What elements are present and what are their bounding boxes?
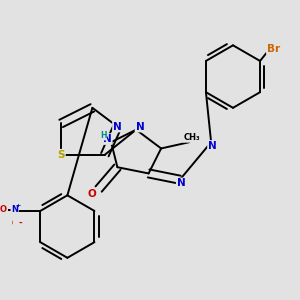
Text: S: S <box>57 150 65 160</box>
Text: N: N <box>208 141 217 151</box>
Text: H: H <box>100 131 106 140</box>
Text: O: O <box>87 189 96 199</box>
Text: N: N <box>103 134 112 144</box>
Text: CH₃: CH₃ <box>183 133 200 142</box>
Text: O: O <box>11 219 18 228</box>
Text: N: N <box>113 122 122 132</box>
Text: N: N <box>11 206 18 214</box>
Text: Br: Br <box>267 44 280 54</box>
Text: -: - <box>19 219 22 228</box>
Text: N: N <box>177 178 185 188</box>
Text: +: + <box>16 203 21 208</box>
Text: O: O <box>0 206 7 214</box>
Text: N: N <box>136 122 144 132</box>
